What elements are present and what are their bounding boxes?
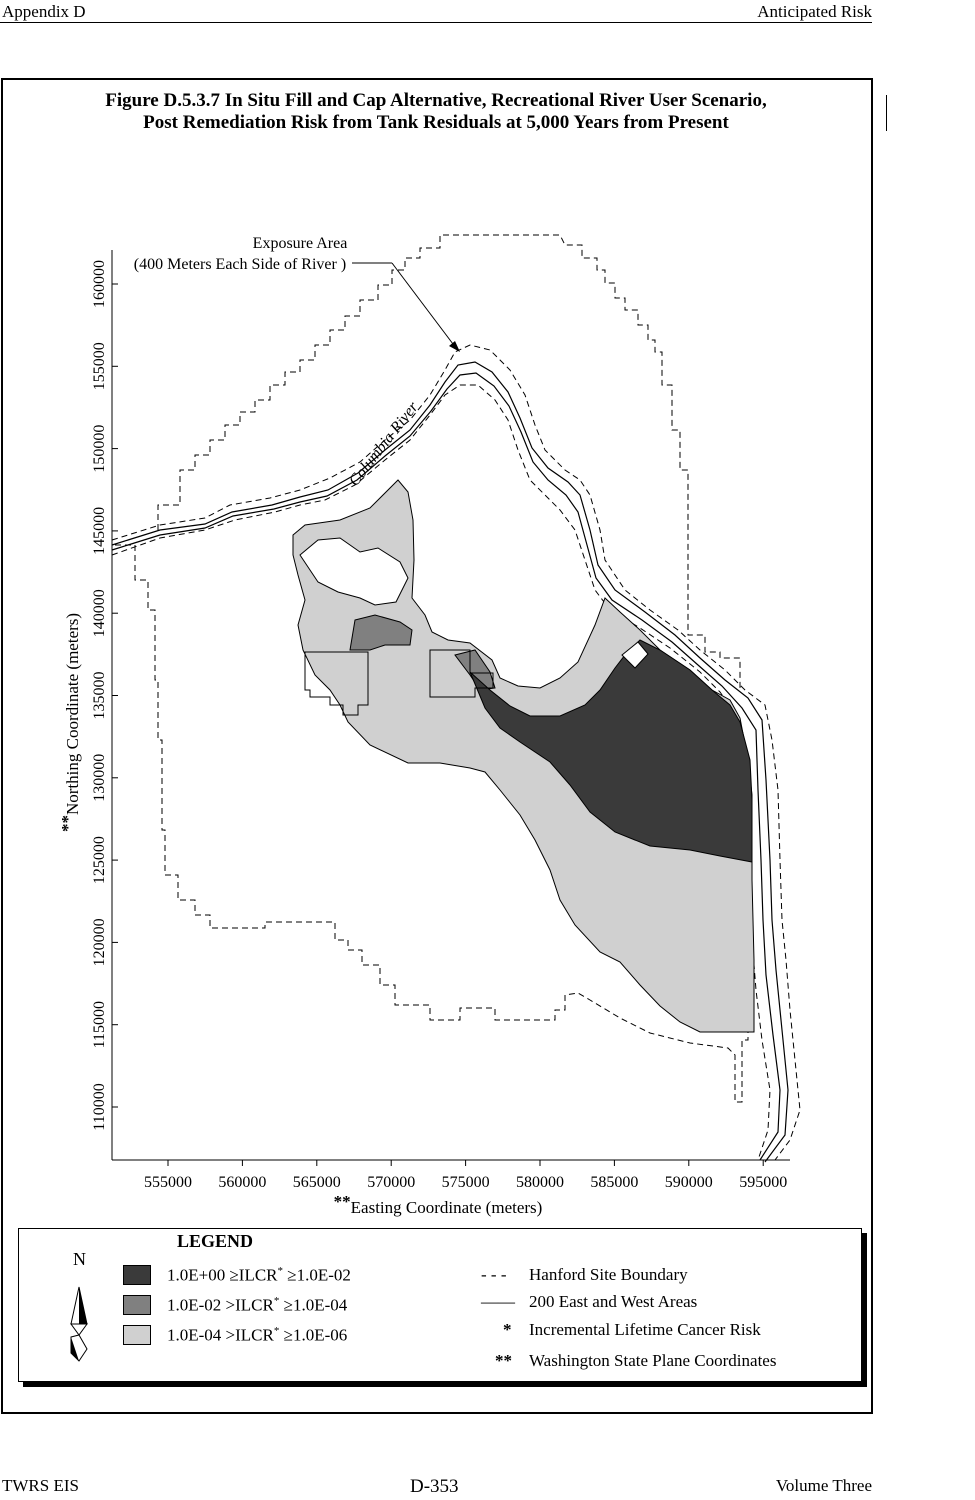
legend-item-low-label: 1.0E-04 >ILCR [167,1325,274,1345]
risk-zone-high [469,639,753,863]
y-tick-label: 130000 [91,754,108,802]
legend-title: LEGEND [177,1231,254,1251]
legend-symbol-site-boundary: - - - [481,1265,507,1284]
legend-swatch-medium [123,1295,151,1315]
exposure-area-inner-line [111,384,771,1161]
white-hole-east [621,641,649,669]
x-tick-label: 590000 [665,1174,713,1191]
columbia-river-bank-north [111,361,789,1163]
x-axis-label-prefix: ** [334,1192,351,1211]
figure-frame [1,78,873,1414]
exposure-arrow-head [449,341,460,352]
y-tick-label: 145000 [91,507,108,555]
legend-item-high-sup: * [277,1265,284,1277]
legend-label-coords: Washington State Plane Coordinates [529,1351,777,1370]
north-arrow-icon: N [70,1249,88,1362]
legend-item-low-suffix: ≥1.0E-06 [279,1325,348,1345]
y-tick-label: 120000 [91,918,108,966]
page-number: D-353 [410,1476,459,1497]
exposure-arrow [391,262,457,349]
y-tick-label: 160000 [91,260,108,308]
header-rule [0,22,872,23]
legend-symbol-coords: ** [495,1351,512,1370]
200-east-area-outline [429,649,494,698]
legend-item-high-label: 1.0E+00 ≥ILCR [167,1265,278,1285]
x-tick-label: 585000 [590,1174,638,1191]
legend-item-high: 1.0E+00 ≥ILCR* ≥1.0E-02 [167,1265,351,1286]
x-axis-label-text: Easting Coordinate (meters) [351,1198,543,1217]
y-axis-ticks: 110000 115000 120000 125000 130000 135000 1400… [91,260,118,1131]
x-tick-label: 565000 [293,1174,341,1191]
x-tick-label: 575000 [442,1174,490,1191]
river-label: Columbia River [346,398,423,489]
north-letter: N [73,1249,86,1269]
hanford-site-boundary-north [157,234,741,690]
legend-item-low-sup: * [273,1325,280,1337]
legend: LEGEND N 1.0E+00 ≥ILCR* ≥1.0E-02 1.0E-02… [18,1228,862,1382]
legend-item-low: 1.0E-04 >ILCR* ≥1.0E-06 [167,1325,347,1346]
y-tick-label: 140000 [91,589,108,637]
x-tick-label: 560000 [218,1174,266,1191]
risk-zone-medium [349,614,413,651]
legend-swatch-high [123,1265,151,1285]
header-left: Appendix D [2,2,86,21]
legend-symbol-ilcr: * [503,1320,512,1339]
legend-item-medium: 1.0E-02 >ILCR* ≥1.0E-04 [167,1295,347,1316]
white-hole-north [299,537,409,606]
y-tick-label: 135000 [91,672,108,720]
legend-swatch-low [123,1325,151,1345]
figure-title-line2: Post Remediation Risk from Tank Residual… [143,112,729,133]
risk-zone-medium-2 [454,649,496,691]
exposure-area-label-line1: Exposure Area [253,235,348,252]
risk-map: 555000 560000 565000 570000 575000 580000 5850… [58,234,801,1217]
x-axis-ticks: 555000 560000 565000 570000 575000 580000 5850… [144,1160,787,1191]
exposure-area-outer-line [111,344,801,1161]
legend-item-medium-label: 1.0E-02 >ILCR [167,1295,274,1315]
y-tick-label: 125000 [91,836,108,884]
x-tick-label: 570000 [367,1174,415,1191]
y-tick-label: 115000 [91,1001,108,1048]
legend-item-medium-sup: * [273,1295,280,1307]
footer-right: Volume Three [775,1476,872,1495]
legend-label-ilcr: Incremental Lifetime Cancer Risk [529,1320,761,1339]
y-axis-label: **Northing Coordinate (meters) [58,613,82,832]
hanford-site-boundary [115,544,749,1103]
legend-item-medium-suffix: ≥1.0E-04 [279,1295,348,1315]
y-tick-label: 150000 [91,425,108,473]
y-axis-label-prefix: ** [58,815,77,832]
columbia-river-bank-south [111,372,781,1161]
change-bar [886,95,887,131]
legend-symbol-200-areas: —— [481,1292,515,1311]
legend-label-200-areas: 200 East and West Areas [529,1292,698,1311]
exposure-area-label-line2: (400 Meters Each Side of River ) [134,256,346,273]
x-tick-label: 580000 [516,1174,564,1191]
legend-label-site-boundary: Hanford Site Boundary [529,1265,688,1284]
x-tick-label: 555000 [144,1174,192,1191]
footer-left: TWRS EIS [2,1476,79,1495]
y-axis-label-text: Northing Coordinate (meters) [63,613,82,815]
header-right: Anticipated Risk [757,2,872,21]
y-tick-label: 155000 [91,342,108,390]
x-tick-label: 595000 [739,1174,787,1191]
legend-item-high-suffix: ≥1.0E-02 [283,1265,351,1285]
y-tick-label: 110000 [91,1083,108,1130]
figure-title-line1: Figure D.5.3.7 In Situ Fill and Cap Alte… [105,90,767,111]
x-axis-label: **Easting Coordinate (meters) [334,1192,543,1217]
200-west-area-outline [304,651,369,716]
figure-title: Figure D.5.3.7 In Situ Fill and Cap Alte… [0,90,872,134]
